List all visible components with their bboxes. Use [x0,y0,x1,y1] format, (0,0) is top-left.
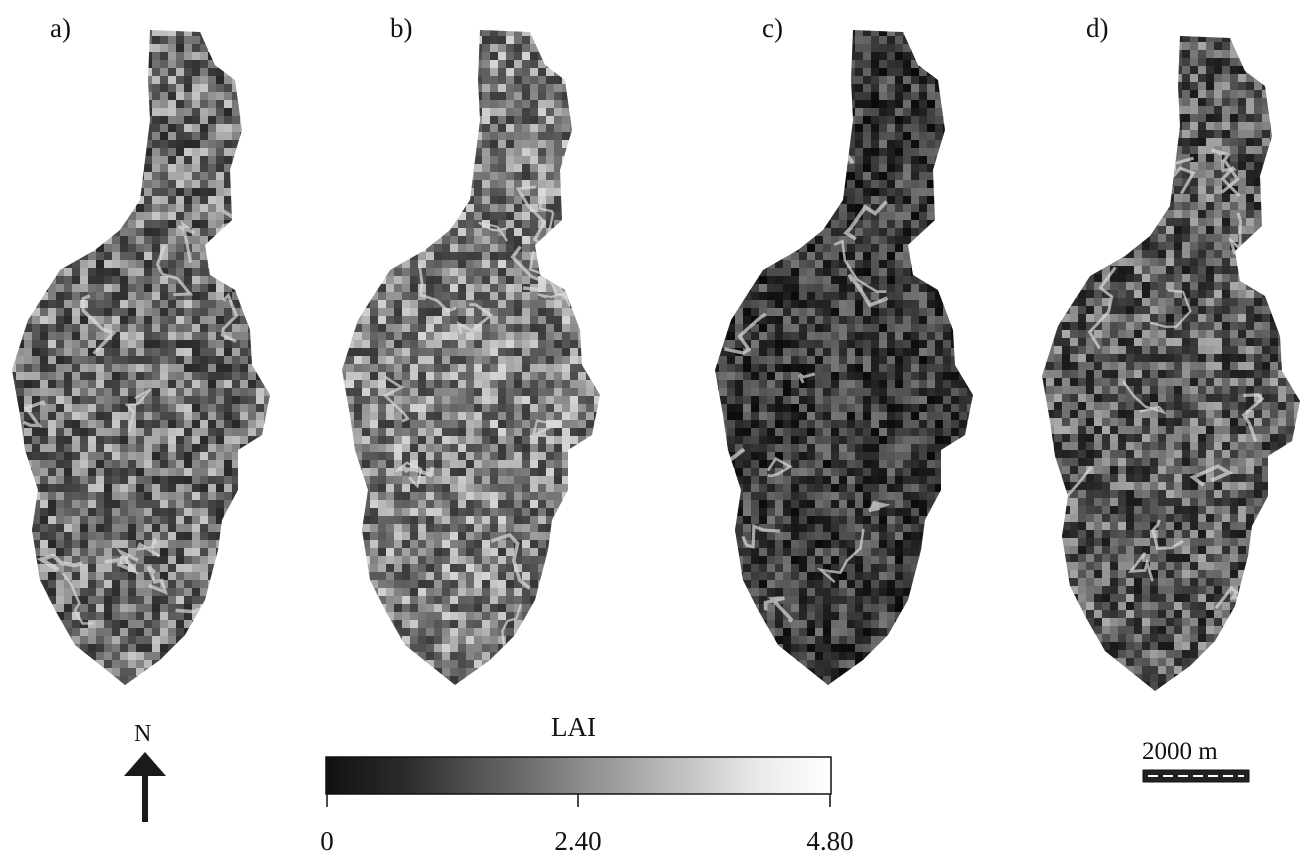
legend-max-label: 4.80 [806,826,854,856]
map-mosaic [342,30,600,685]
legend-min-label: 0 [320,826,334,856]
lai-map-c [715,30,973,685]
lai-map-d [1042,36,1300,691]
lai-map-a [12,30,270,685]
legend-mid-label: 2.40 [554,826,602,856]
colorbar-gradient [325,756,832,795]
north-label: N [134,721,152,747]
panel-label-c: c) [762,13,783,43]
lai-map-b [342,30,600,685]
lai-colorbar [325,756,832,807]
panel-label-b: b) [390,13,413,43]
map-mosaic [12,30,270,685]
north-arrow-icon [124,752,166,822]
legend-title: LAI [551,712,596,742]
scale-bar-label: 2000 m [1142,738,1218,765]
panel-label-a: a) [50,13,71,43]
scale-bar-icon [1142,769,1250,783]
map-mosaic [1042,36,1300,691]
map-mosaic [715,30,973,685]
panel-label-d: d) [1086,13,1109,43]
